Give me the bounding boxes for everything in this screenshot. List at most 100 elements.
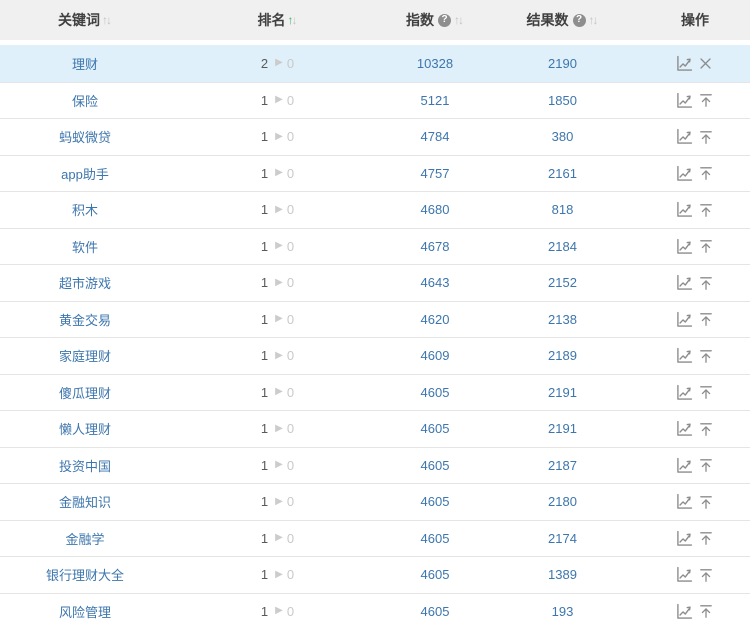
keyword-link[interactable]: 傻瓜理财 (58, 385, 111, 401)
results-value-link[interactable]: 2161 (548, 165, 577, 181)
table-row[interactable]: 家庭理财 1 ▶ 0 4609 2189 (0, 337, 750, 374)
trend-chart-icon[interactable] (676, 457, 693, 474)
index-value-link[interactable]: 4605 (420, 421, 450, 437)
sort-desc-icon[interactable]: ↓ (458, 13, 464, 27)
results-value-link[interactable]: 193 (551, 603, 574, 619)
trend-chart-icon[interactable] (676, 92, 693, 109)
index-value-link[interactable]: 4620 (420, 311, 450, 327)
pin-top-icon[interactable] (697, 92, 714, 109)
index-value-link[interactable]: 4605 (420, 603, 450, 619)
results-value-link[interactable]: 2152 (548, 275, 577, 291)
pin-top-icon[interactable] (697, 457, 714, 474)
trend-chart-icon[interactable] (676, 165, 693, 182)
index-value-link[interactable]: 4678 (420, 238, 450, 254)
index-value-link[interactable]: 4643 (420, 275, 450, 291)
keyword-link[interactable]: 金融知识 (58, 495, 111, 511)
sort-asc-icon[interactable]: ↑ (454, 13, 460, 27)
keyword-link[interactable]: app助手 (61, 166, 109, 182)
trend-chart-icon[interactable] (676, 201, 693, 218)
trend-chart-icon[interactable] (676, 128, 693, 145)
keyword-link[interactable]: 投资中国 (58, 458, 111, 474)
index-value-link[interactable]: 4605 (420, 530, 450, 546)
trend-chart-icon[interactable] (676, 347, 693, 364)
table-row[interactable]: 金融知识 1 ▶ 0 4605 2180 (0, 483, 750, 520)
index-value-link[interactable]: 4605 (420, 457, 450, 473)
trend-chart-icon[interactable] (676, 384, 693, 401)
sort-desc-icon[interactable]: ↓ (592, 13, 599, 27)
keyword-link[interactable]: 黄金交易 (58, 312, 111, 328)
pin-top-icon[interactable] (697, 566, 714, 583)
table-row[interactable]: 超市游戏 1 ▶ 0 4643 2152 (0, 264, 750, 301)
trend-chart-icon[interactable] (676, 55, 693, 72)
results-value-link[interactable]: 818 (551, 202, 574, 218)
keyword-link[interactable]: 懒人理财 (58, 422, 111, 438)
keyword-link[interactable]: 超市游戏 (58, 276, 111, 292)
pin-top-icon[interactable] (697, 420, 714, 437)
keyword-link[interactable]: 风险管理 (58, 604, 111, 620)
results-value-link[interactable]: 2191 (548, 421, 577, 437)
table-row[interactable]: 保险 1 ▶ 0 5121 1850 (0, 81, 750, 118)
keyword-link[interactable]: 银行理财大全 (45, 568, 124, 584)
delete-icon[interactable] (697, 55, 714, 72)
trend-chart-icon[interactable] (676, 420, 693, 437)
trend-chart-icon[interactable] (676, 493, 693, 510)
results-value-link[interactable]: 2174 (548, 530, 577, 546)
keyword-link[interactable]: 软件 (71, 239, 98, 255)
results-value-link[interactable]: 2190 (548, 55, 577, 71)
trend-chart-icon[interactable] (676, 274, 693, 291)
column-header-rank[interactable]: 排名 ↑ ↓ (170, 0, 385, 40)
pin-top-icon[interactable] (697, 201, 714, 218)
results-value-link[interactable]: 380 (551, 129, 574, 145)
keyword-link[interactable]: 积木 (71, 203, 98, 219)
results-value-link[interactable]: 2180 (548, 494, 577, 510)
sort-desc-icon[interactable]: ↓ (106, 13, 112, 27)
help-icon[interactable]: ? (572, 13, 586, 27)
pin-top-icon[interactable] (697, 384, 714, 401)
column-header-index[interactable]: 指数 ? ↑ ↓ (385, 0, 485, 40)
sort-desc-icon[interactable]: ↓ (291, 13, 298, 27)
trend-chart-icon[interactable] (676, 566, 693, 583)
results-value-link[interactable]: 2191 (548, 384, 577, 400)
index-value-link[interactable]: 4605 (420, 494, 450, 510)
index-value-link[interactable]: 4680 (420, 202, 450, 218)
trend-chart-icon[interactable] (676, 238, 693, 255)
pin-top-icon[interactable] (697, 128, 714, 145)
pin-top-icon[interactable] (697, 347, 714, 364)
results-value-link[interactable]: 2189 (548, 348, 577, 364)
table-row[interactable]: 软件 1 ▶ 0 4678 2184 (0, 227, 750, 264)
pin-top-icon[interactable] (697, 238, 714, 255)
help-icon[interactable]: ? (438, 13, 451, 27)
pin-top-icon[interactable] (697, 603, 714, 620)
pin-top-icon[interactable] (697, 311, 714, 328)
trend-chart-icon[interactable] (676, 311, 693, 328)
keyword-link[interactable]: 保险 (71, 93, 98, 109)
results-value-link[interactable]: 2184 (548, 238, 577, 254)
index-value-link[interactable]: 5121 (420, 92, 450, 108)
column-header-results[interactable]: 结果数 ? ↑ ↓ (485, 0, 640, 40)
table-row[interactable]: 投资中国 1 ▶ 0 4605 2187 (0, 446, 750, 483)
index-value-link[interactable]: 4757 (420, 165, 450, 181)
index-value-link[interactable]: 10328 (416, 55, 454, 71)
sort-asc-icon[interactable]: ↑ (588, 13, 595, 27)
keyword-link[interactable]: 蚂蚁微贷 (58, 130, 111, 146)
pin-top-icon[interactable] (697, 165, 714, 182)
table-row[interactable]: 积木 1 ▶ 0 4680 818 (0, 191, 750, 228)
table-row[interactable]: 黄金交易 1 ▶ 0 4620 2138 (0, 300, 750, 337)
results-value-link[interactable]: 2187 (548, 457, 577, 473)
sort-asc-icon-active[interactable]: ↑ (287, 13, 294, 27)
pin-top-icon[interactable] (697, 493, 714, 510)
table-row[interactable]: 风险管理 1 ▶ 0 4605 193 (0, 592, 750, 629)
index-value-link[interactable]: 4784 (420, 129, 450, 145)
keyword-link[interactable]: 金融学 (65, 531, 105, 547)
table-row[interactable]: app助手 1 ▶ 0 4757 2161 (0, 154, 750, 191)
pin-top-icon[interactable] (697, 274, 714, 291)
index-value-link[interactable]: 4609 (420, 348, 450, 364)
table-row[interactable]: 银行理财大全 1 ▶ 0 4605 1389 (0, 556, 750, 593)
table-row[interactable]: 金融学 1 ▶ 0 4605 2174 (0, 519, 750, 556)
table-row[interactable]: 理财 2 ▶ 0 10328 2190 (0, 45, 750, 82)
column-header-keyword[interactable]: 关键词 ↑ ↓ (0, 0, 170, 40)
results-value-link[interactable]: 1850 (548, 92, 577, 108)
sort-asc-icon[interactable]: ↑ (102, 13, 108, 27)
results-value-link[interactable]: 2138 (548, 311, 577, 327)
results-value-link[interactable]: 1389 (548, 567, 577, 583)
